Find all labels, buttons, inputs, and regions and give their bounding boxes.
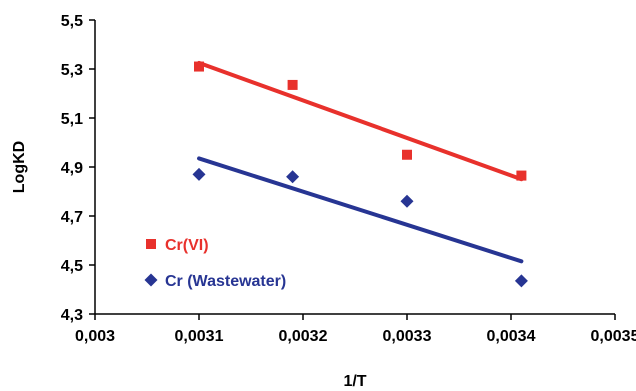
- data-point: [286, 170, 300, 184]
- y-tick-label: 5,3: [61, 62, 83, 79]
- data-point: [514, 274, 528, 288]
- trendlines: [197, 60, 524, 264]
- legend-label: Cr(VI): [165, 237, 209, 254]
- y-tick-label: 4,5: [61, 258, 83, 275]
- trendline: [197, 60, 524, 182]
- axes: [94, 20, 615, 315]
- data-points: [192, 61, 528, 288]
- data-point: [516, 170, 527, 181]
- x-tick-label: 0,0034: [487, 328, 536, 345]
- legend-marker: [146, 239, 156, 249]
- data-point: [194, 61, 204, 72]
- x-tick-label: 0,0035: [591, 328, 636, 345]
- legend: Cr(VI) Cr (Wastewater): [144, 237, 286, 290]
- x-tick-label: 0,0032: [279, 328, 328, 345]
- legend-label: Cr (Wastewater): [165, 273, 286, 290]
- y-tick-label: 5,5: [61, 13, 83, 30]
- data-point: [400, 194, 414, 208]
- x-tick-label: 0,0033: [383, 328, 432, 345]
- y-axis-label: LogKD: [11, 141, 28, 193]
- y-tick-label: 4,7: [61, 209, 83, 226]
- x-ticks: 0,003 0,0031 0,0032 0,0033 0,0034 0,0035: [75, 314, 636, 345]
- data-point: [287, 79, 298, 90]
- y-ticks: 4,3 4,5 4,7 4,9 5,1 5,3 5,5: [61, 13, 95, 324]
- trendline: [197, 156, 524, 264]
- x-tick-label: 0,0031: [175, 328, 224, 345]
- data-point: [192, 167, 206, 181]
- legend-marker: [144, 273, 158, 287]
- y-tick-label: 5,1: [61, 111, 83, 128]
- data-point: [402, 149, 412, 160]
- y-tick-label: 4,9: [61, 160, 83, 177]
- y-tick-label: 4,3: [61, 307, 83, 324]
- x-tick-label: 0,003: [75, 328, 115, 345]
- x-axis-label: 1/T: [343, 373, 366, 390]
